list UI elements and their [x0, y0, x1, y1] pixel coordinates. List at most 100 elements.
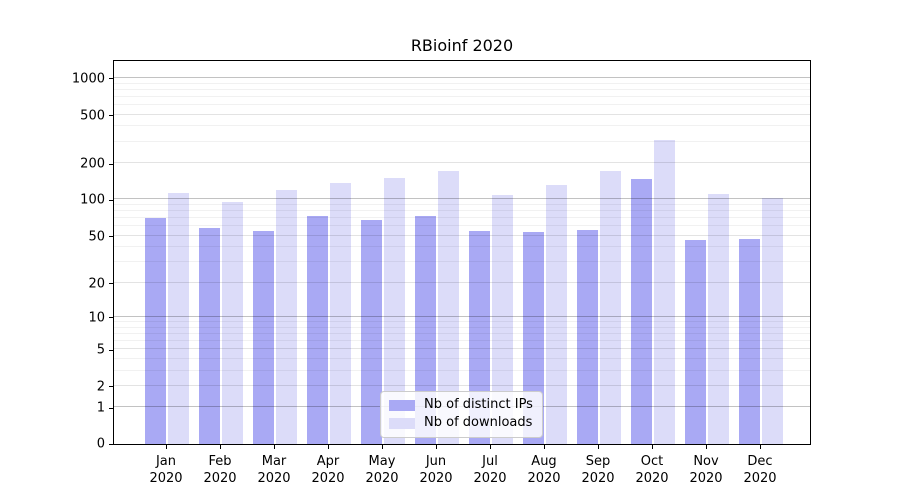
bar-downloads — [654, 139, 675, 444]
gridline-90 — [114, 204, 810, 205]
gridline-100 — [114, 198, 810, 200]
bar-downloads — [330, 183, 351, 444]
y-tick-mark-1000 — [109, 78, 113, 80]
x-tick-mark-oct — [652, 445, 653, 449]
bar-downloads — [384, 178, 405, 444]
x-tick-label-may: May 2020 — [365, 454, 399, 486]
bar-distinct-ips — [199, 227, 220, 444]
y-tick-label-200: 200 — [80, 156, 105, 172]
gridline-700 — [114, 95, 810, 97]
gridline-50 — [114, 234, 810, 236]
bar-distinct-ips — [523, 231, 544, 444]
bar-downloads — [762, 198, 783, 444]
gridline-9 — [114, 321, 810, 322]
legend: Nb of distinct IPs Nb of downloads — [380, 391, 543, 438]
x-tick-label-jan: Jan 2020 — [149, 454, 183, 486]
x-tick-label-sep: Sep 2020 — [581, 454, 615, 486]
bar-distinct-ips — [685, 240, 706, 444]
y-tick-label-5: 5 — [96, 342, 105, 358]
x-tick-mark-mar — [274, 445, 275, 449]
gridline-500 — [114, 113, 810, 115]
bar-distinct-ips — [307, 215, 328, 444]
gridline-5 — [114, 348, 810, 350]
gridline-800 — [114, 88, 810, 90]
gridline-200 — [114, 162, 810, 164]
bar-distinct-ips — [577, 229, 598, 444]
y-tick-label-1000: 1000 — [71, 71, 105, 87]
gridline-900 — [114, 82, 810, 84]
y-tick-mark-2 — [109, 386, 113, 388]
bar-distinct-ips — [145, 218, 166, 444]
y-tick-mark-100 — [109, 199, 113, 201]
x-tick-label-jun: Jun 2020 — [419, 454, 453, 486]
gridline-2 — [114, 384, 810, 386]
y-tick-label-500: 500 — [80, 108, 105, 124]
legend-swatch-downloads — [389, 417, 415, 429]
gridline-600 — [114, 103, 810, 105]
gridline-6 — [114, 339, 810, 341]
x-tick-mark-jul — [490, 445, 491, 449]
plot-area: Nb of distinct IPs Nb of downloads — [113, 60, 811, 445]
y-tick-mark-20 — [109, 283, 113, 285]
x-tick-mark-feb — [220, 445, 221, 449]
legend-swatch-distinct-ips — [389, 399, 415, 411]
bar-downloads — [600, 170, 621, 444]
x-tick-label-jul: Jul 2020 — [473, 454, 507, 486]
gridline-1000 — [114, 76, 810, 78]
x-tick-mark-sep — [598, 445, 599, 449]
gridline-8 — [114, 326, 810, 328]
bar-distinct-ips — [415, 215, 436, 444]
bar-downloads — [546, 185, 567, 444]
y-tick-mark-1 — [109, 407, 113, 409]
gridline-3 — [114, 369, 810, 371]
x-tick-label-aug: Aug 2020 — [527, 454, 561, 486]
y-tick-mark-50 — [109, 236, 113, 238]
x-tick-mark-jun — [436, 445, 437, 449]
bar-downloads — [168, 193, 189, 444]
y-tick-label-0: 0 — [96, 436, 105, 452]
gridline-400 — [114, 125, 810, 127]
y-tick-mark-5 — [109, 349, 113, 351]
y-tick-label-50: 50 — [88, 229, 105, 245]
gridline-60 — [114, 225, 810, 227]
x-tick-mark-aug — [544, 445, 545, 449]
x-tick-mark-jan — [166, 445, 167, 449]
x-tick-label-mar: Mar 2020 — [257, 454, 291, 486]
x-tick-mark-dec — [760, 445, 761, 449]
bar-distinct-ips — [469, 230, 490, 444]
bar-distinct-ips — [361, 220, 382, 444]
bar-downloads — [222, 202, 243, 444]
gridline-40 — [114, 246, 810, 248]
y-tick-label-2: 2 — [96, 379, 105, 395]
legend-label: Nb of distinct IPs — [424, 397, 533, 412]
x-tick-label-feb: Feb 2020 — [203, 454, 237, 486]
bar-downloads — [708, 194, 729, 444]
gridline-70 — [114, 217, 810, 219]
gridline-20 — [114, 281, 810, 283]
x-tick-label-nov: Nov 2020 — [689, 454, 723, 486]
x-tick-mark-nov — [706, 445, 707, 449]
x-tick-mark-apr — [328, 445, 329, 449]
y-tick-mark-10 — [109, 317, 113, 319]
chart-title: RBioinf 2020 — [410, 36, 514, 55]
legend-item: Nb of distinct IPs — [389, 397, 533, 412]
legend-label: Nb of downloads — [424, 415, 533, 431]
bar-distinct-ips — [253, 230, 274, 444]
gridline-10 — [114, 315, 810, 317]
legend-item: Nb of downloads — [389, 415, 533, 431]
gridline-80 — [114, 210, 810, 212]
y-tick-mark-500 — [109, 115, 113, 117]
bar-distinct-ips — [631, 178, 652, 444]
x-tick-label-oct: Oct 2020 — [635, 454, 669, 486]
y-tick-label-1: 1 — [96, 400, 105, 416]
x-tick-label-apr: Apr 2020 — [311, 454, 345, 486]
x-tick-label-dec: Dec 2020 — [743, 454, 777, 486]
gridline-7 — [114, 332, 810, 334]
gridline-4 — [114, 357, 810, 359]
bar-downloads — [492, 195, 513, 444]
x-tick-mark-may — [382, 445, 383, 449]
y-tick-mark-200 — [109, 163, 113, 165]
bar-downloads — [276, 189, 297, 444]
y-tick-label-100: 100 — [80, 192, 105, 208]
